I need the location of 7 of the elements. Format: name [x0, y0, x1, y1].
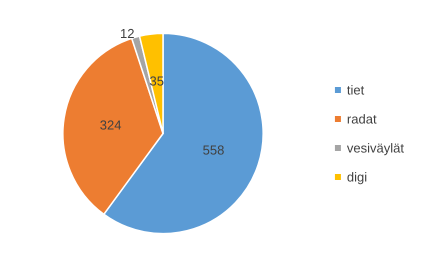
- legend-label: digi: [346, 170, 368, 184]
- data-label: 324: [100, 118, 122, 133]
- legend-label: vesiväylät: [346, 140, 404, 156]
- legend-label: radat: [346, 112, 377, 126]
- data-label: 12: [120, 26, 135, 41]
- data-label: 558: [202, 142, 224, 158]
- legend-label: tiet: [346, 82, 365, 98]
